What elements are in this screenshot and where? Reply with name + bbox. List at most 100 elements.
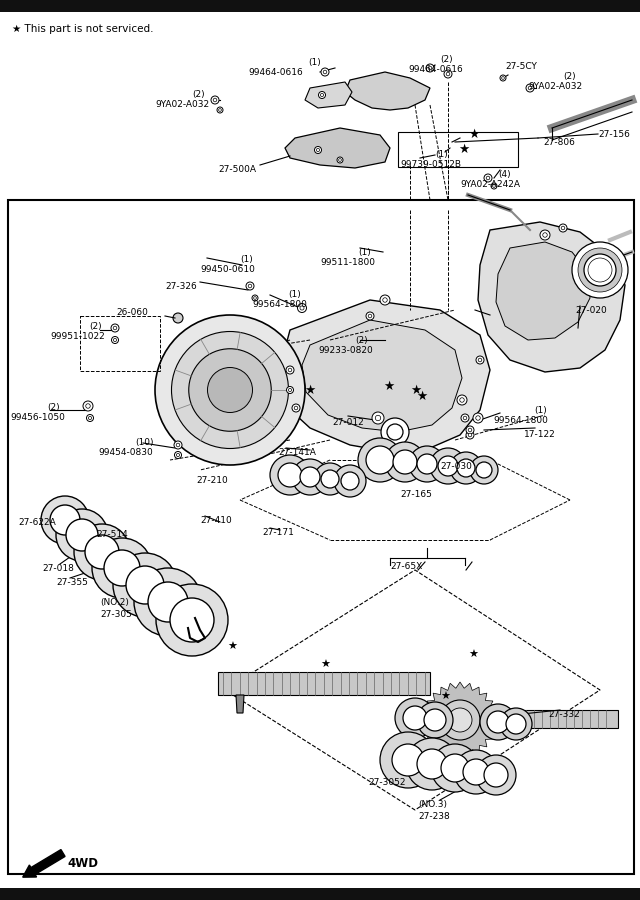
Text: 27-514: 27-514 (96, 530, 128, 539)
Text: (2): (2) (192, 90, 205, 99)
Text: ★: ★ (320, 660, 330, 670)
Circle shape (113, 326, 117, 329)
Circle shape (457, 395, 467, 405)
Circle shape (478, 358, 482, 362)
Circle shape (380, 295, 390, 305)
Text: (4): (4) (498, 170, 511, 179)
Circle shape (502, 76, 504, 79)
Circle shape (380, 732, 436, 788)
Circle shape (468, 433, 472, 436)
Circle shape (441, 754, 469, 782)
Polygon shape (236, 695, 244, 713)
Circle shape (428, 67, 432, 70)
Circle shape (252, 295, 258, 301)
Circle shape (366, 312, 374, 320)
Circle shape (426, 64, 434, 72)
Bar (0, 0, 640, 12)
Circle shape (292, 459, 328, 495)
Text: 99564-1800: 99564-1800 (493, 416, 548, 425)
Text: (2): (2) (563, 72, 575, 81)
Text: 9YA02-A032: 9YA02-A032 (528, 82, 582, 91)
Text: 27-332: 27-332 (548, 710, 580, 719)
Text: 27-326: 27-326 (165, 282, 196, 291)
Bar (498, 710, 618, 728)
Circle shape (438, 456, 458, 476)
Text: 9YA02-A242A: 9YA02-A242A (460, 180, 520, 189)
Circle shape (470, 456, 498, 484)
Circle shape (466, 426, 474, 434)
Text: ★: ★ (468, 650, 478, 660)
Circle shape (321, 68, 329, 76)
Text: 27-165: 27-165 (400, 490, 432, 499)
Circle shape (278, 463, 302, 487)
Text: ★: ★ (458, 143, 469, 156)
Circle shape (393, 450, 417, 474)
Circle shape (207, 367, 253, 412)
Circle shape (450, 452, 482, 484)
Text: ★: ★ (410, 383, 422, 397)
Circle shape (572, 242, 628, 298)
Polygon shape (345, 72, 430, 110)
Circle shape (375, 415, 381, 420)
Circle shape (526, 84, 534, 92)
Text: 27-020: 27-020 (575, 306, 607, 315)
Text: (1): (1) (435, 150, 448, 159)
Circle shape (559, 224, 567, 232)
Circle shape (170, 598, 214, 642)
Text: 27-806: 27-806 (543, 138, 575, 147)
Circle shape (491, 183, 497, 189)
Circle shape (476, 755, 516, 795)
Circle shape (500, 75, 506, 81)
Circle shape (461, 414, 469, 422)
Circle shape (468, 428, 472, 432)
Polygon shape (496, 242, 590, 340)
Text: (NO.3): (NO.3) (418, 800, 447, 809)
Circle shape (319, 92, 326, 98)
Circle shape (543, 233, 547, 238)
Circle shape (463, 759, 489, 785)
Text: 27-305: 27-305 (100, 610, 132, 619)
Circle shape (85, 535, 119, 569)
Circle shape (92, 538, 152, 598)
Circle shape (104, 550, 140, 586)
Circle shape (339, 158, 341, 161)
Text: 99951-1022: 99951-1022 (50, 332, 105, 341)
Text: 99511-1800: 99511-1800 (320, 258, 375, 267)
Circle shape (440, 700, 480, 740)
Circle shape (409, 446, 445, 482)
Circle shape (341, 472, 359, 490)
Circle shape (387, 424, 403, 440)
Circle shape (74, 524, 130, 580)
Text: (10): (10) (135, 438, 154, 447)
Circle shape (113, 553, 177, 617)
Circle shape (211, 96, 219, 104)
Circle shape (358, 438, 402, 482)
Circle shape (253, 297, 257, 300)
Circle shape (298, 303, 307, 312)
Circle shape (431, 744, 479, 792)
Bar (8, 200, 634, 874)
Bar (80, 316, 160, 371)
Circle shape (174, 441, 182, 449)
Text: 27-65X: 27-65X (390, 562, 422, 571)
Circle shape (213, 98, 217, 102)
Circle shape (473, 413, 483, 423)
Circle shape (177, 454, 180, 456)
Circle shape (337, 157, 343, 163)
Circle shape (457, 459, 475, 477)
Text: 27-210: 27-210 (196, 476, 228, 485)
Text: 99464-0616: 99464-0616 (248, 68, 303, 77)
Circle shape (176, 443, 180, 446)
Text: 27-141A: 27-141A (278, 448, 316, 457)
Text: 99739-0512B: 99739-0512B (400, 160, 461, 169)
Text: (NO.2): (NO.2) (100, 598, 129, 607)
Circle shape (172, 331, 289, 448)
Circle shape (300, 467, 320, 487)
Text: 27-410: 27-410 (200, 516, 232, 525)
Circle shape (156, 584, 228, 656)
Circle shape (83, 401, 93, 411)
FancyArrow shape (22, 850, 65, 877)
Polygon shape (422, 682, 498, 758)
Circle shape (406, 738, 458, 790)
Text: (1): (1) (358, 248, 371, 257)
